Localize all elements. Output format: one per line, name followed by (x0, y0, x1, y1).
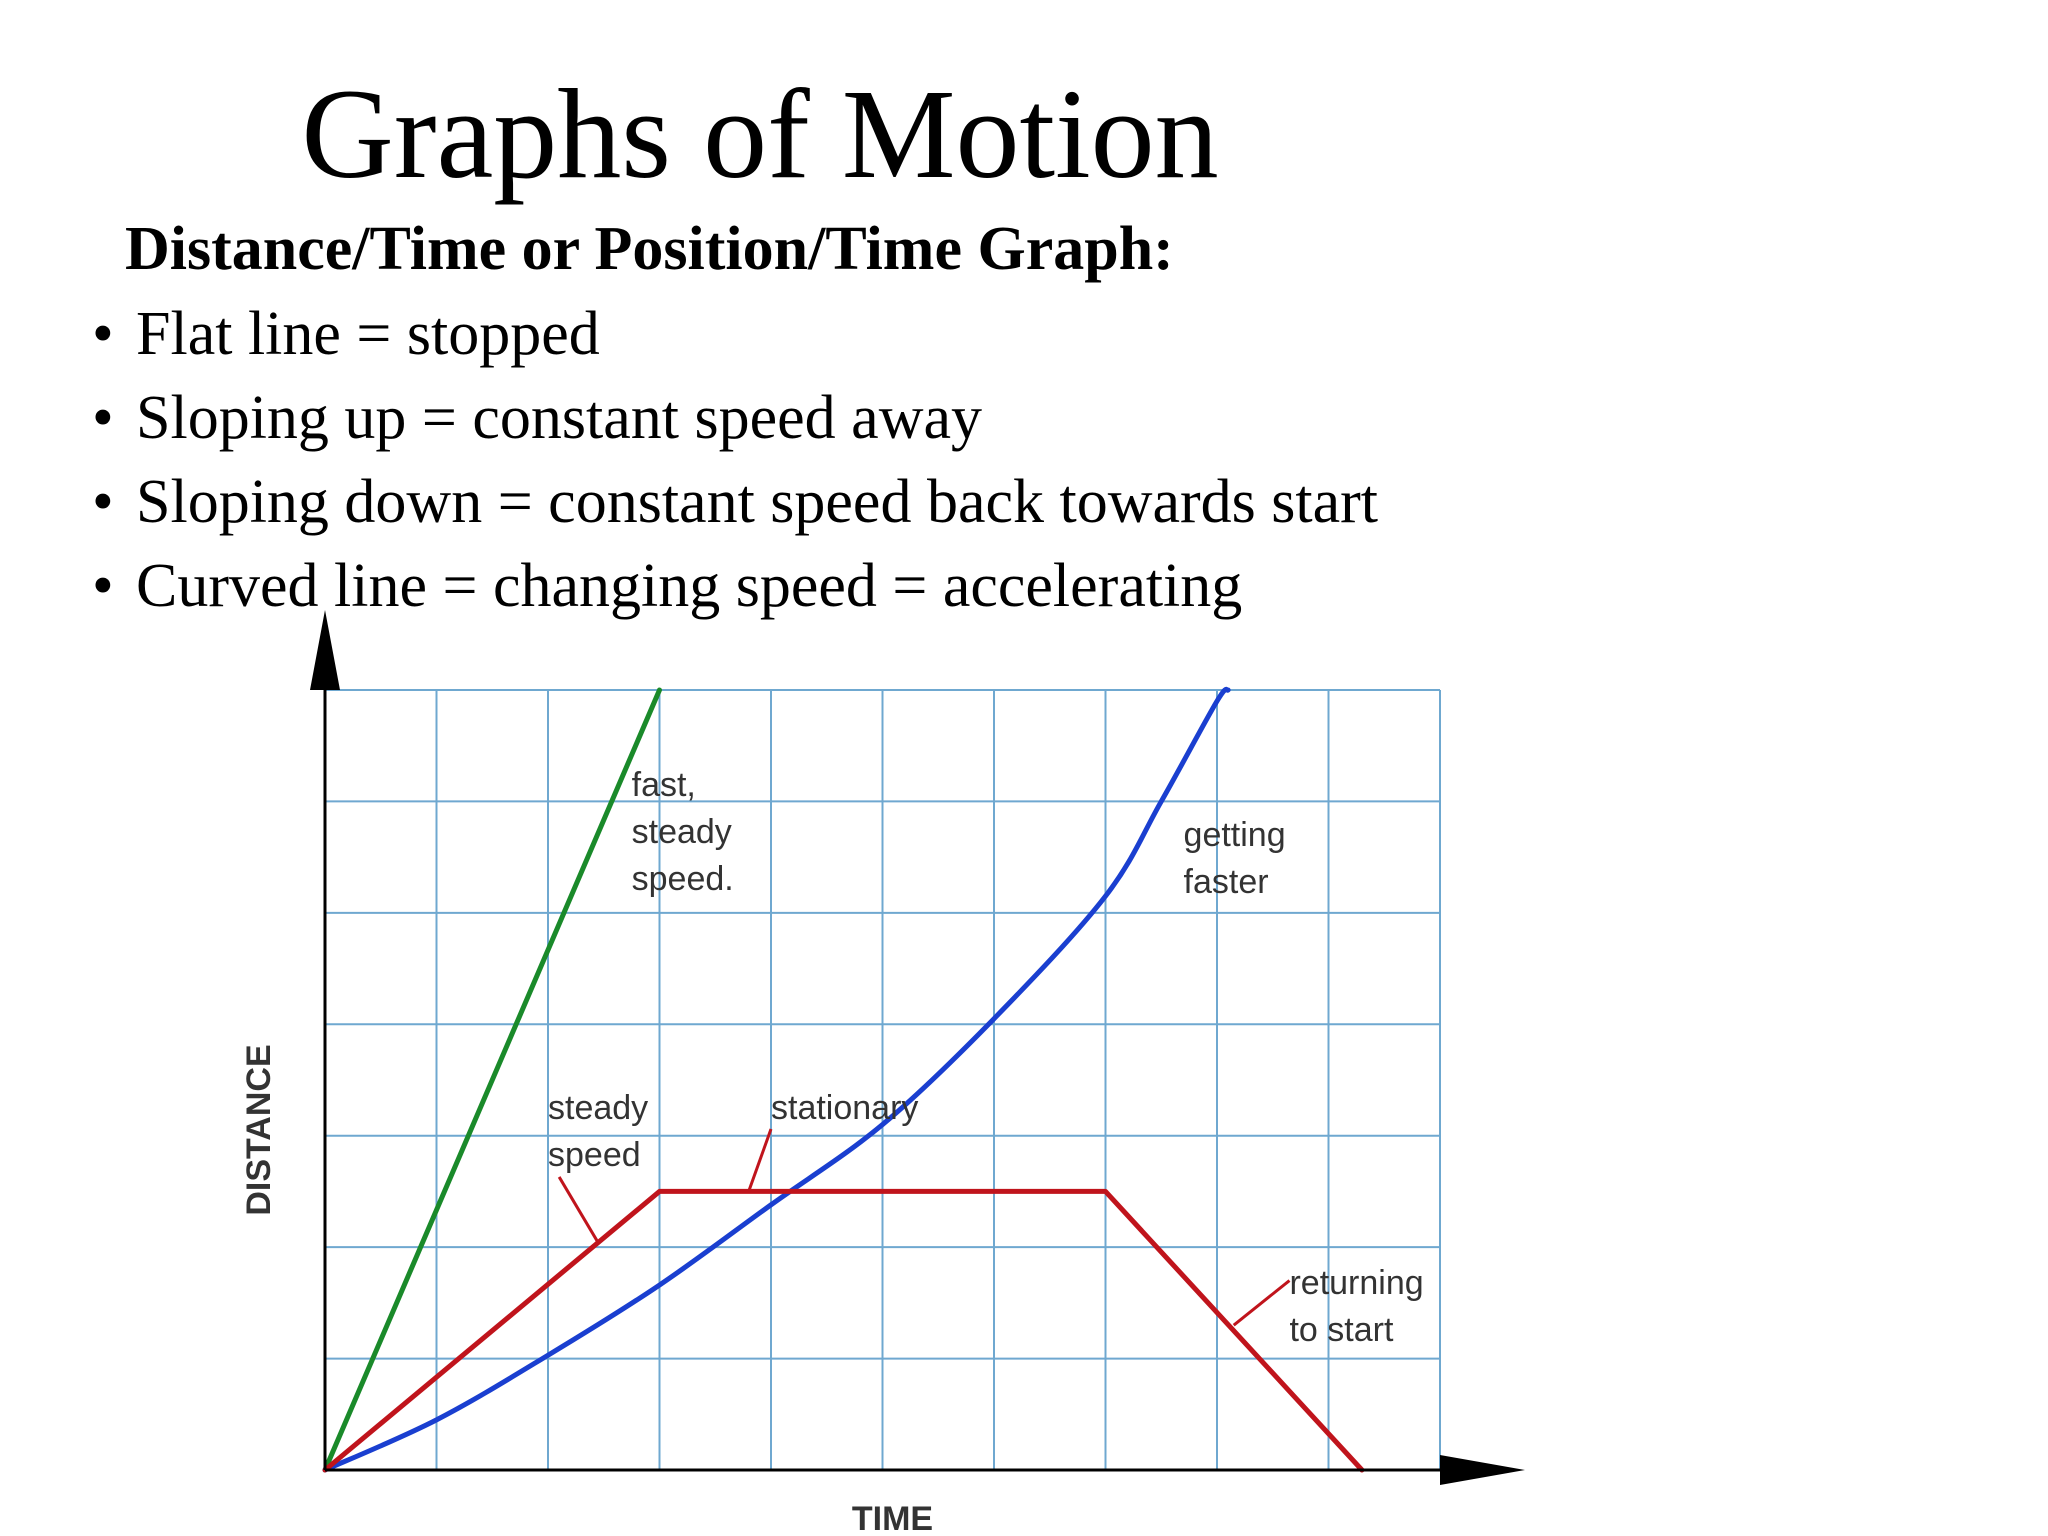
chart-grid (325, 689, 1441, 1470)
annotation-leader-stationary (747, 1128, 773, 1192)
chart-annotations: fast, steady speed. getting faster steady spee… (548, 766, 1424, 1349)
x-axis-arrowhead (1440, 1455, 1525, 1485)
annotation-label-steady: speed (548, 1136, 641, 1174)
chart-series (322, 686, 1365, 1473)
x-axis-label: TIME (852, 1500, 933, 1536)
series-line-fast (322, 687, 662, 1473)
bullet-dot: • (92, 300, 114, 368)
annotation-leader-returning (1232, 1279, 1291, 1327)
y-axis-arrowhead (310, 610, 340, 690)
annotation-label-fast: fast, (632, 766, 696, 804)
bullet-text: Sloping up = constant speed away (136, 384, 982, 452)
chart-axes (310, 610, 1525, 1485)
annotation-label-fast: speed. (632, 860, 734, 898)
annotation-label-fast: steady (632, 813, 732, 851)
slide-title: Graphs of Motion (301, 63, 1219, 205)
bullet-text: Sloping down = constant speed back towar… (136, 468, 1379, 536)
bullet-dot: • (92, 552, 114, 620)
annotation-label-steady: steady (548, 1089, 648, 1127)
series-line-curve (322, 686, 1231, 1473)
bullet-item: • Sloping down = constant speed back towa… (92, 460, 1378, 544)
series-line-journey (322, 1188, 1365, 1473)
annotation-leader-steady (557, 1176, 600, 1244)
slide-subtitle: Distance/Time or Position/Time Graph: (125, 215, 1174, 283)
bullet-item: • Flat line = stopped (92, 292, 1378, 376)
bullet-item: • Curved line = changing speed = accelera… (92, 544, 1378, 628)
annotation-label-stationary: stationary (771, 1089, 918, 1127)
annotation-label-getting: faster (1184, 863, 1269, 901)
annotation-label-returning: returning (1289, 1264, 1423, 1302)
bullet-item: • Sloping up = constant speed away (92, 376, 1378, 460)
annotation-label-returning: to start (1289, 1311, 1393, 1349)
bullet-text: Curved line = changing speed = accelerat… (136, 552, 1243, 620)
y-axis-label: DISTANCE (240, 1044, 278, 1215)
bullet-list: • Flat line = stopped • Sloping up = const… (92, 292, 1378, 628)
annotation-label-getting: getting (1184, 816, 1286, 854)
bullet-dot: • (92, 468, 114, 536)
bullet-text: Flat line = stopped (136, 300, 600, 368)
bullet-dot: • (92, 384, 114, 452)
